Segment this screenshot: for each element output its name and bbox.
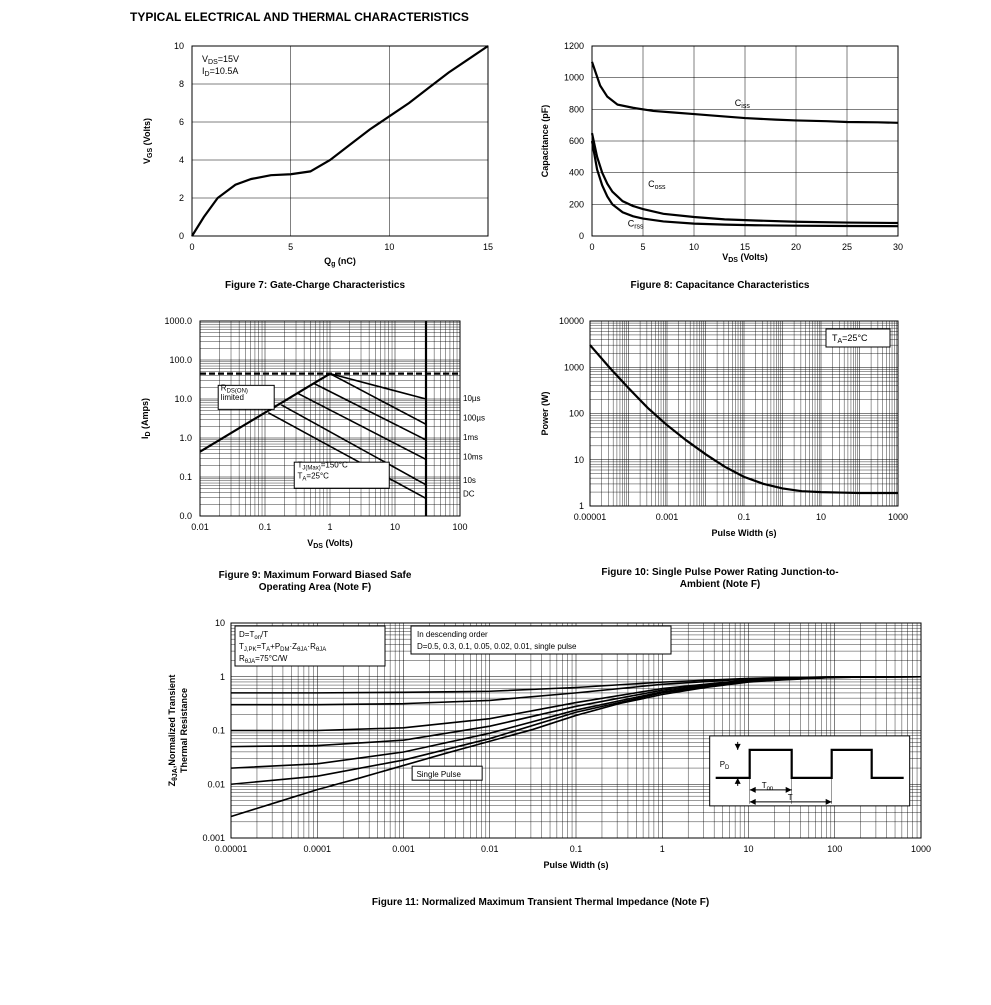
svg-text:2: 2 bbox=[179, 193, 184, 203]
svg-text:1200: 1200 bbox=[564, 41, 584, 51]
svg-text:1: 1 bbox=[219, 671, 224, 681]
svg-text:Pulse Width (s): Pulse Width (s) bbox=[543, 860, 608, 870]
svg-text:10: 10 bbox=[174, 41, 184, 51]
fig8-caption: Figure 8: Capacitance Characteristics bbox=[631, 280, 810, 293]
svg-text:1.0: 1.0 bbox=[179, 433, 192, 443]
svg-text:1: 1 bbox=[327, 522, 332, 532]
svg-text:VDS (Volts): VDS (Volts) bbox=[307, 538, 353, 550]
fig10-block: 0.000010.0010.1101000110100100010000TA=2… bbox=[530, 311, 910, 592]
svg-text:DC: DC bbox=[463, 489, 475, 498]
fig7-caption: Figure 7: Gate-Charge Characteristics bbox=[225, 280, 405, 293]
svg-text:1000.0: 1000.0 bbox=[164, 316, 192, 326]
svg-text:10000: 10000 bbox=[559, 316, 584, 326]
svg-text:10: 10 bbox=[574, 454, 584, 464]
svg-text:30: 30 bbox=[893, 242, 903, 252]
svg-text:1000: 1000 bbox=[888, 512, 908, 522]
svg-text:100µs: 100µs bbox=[463, 413, 485, 422]
section-title: TYPICAL ELECTRICAL AND THERMAL CHARACTER… bbox=[130, 10, 951, 24]
svg-text:VGS (Volts): VGS (Volts) bbox=[142, 118, 154, 164]
svg-text:1000: 1000 bbox=[564, 362, 584, 372]
fig9-caption: Figure 9: Maximum Forward Biased Safe Op… bbox=[219, 570, 412, 595]
svg-text:0.0001: 0.0001 bbox=[303, 844, 331, 854]
svg-text:0.001: 0.001 bbox=[392, 844, 415, 854]
svg-text:0: 0 bbox=[179, 231, 184, 241]
svg-text:5: 5 bbox=[288, 242, 293, 252]
svg-text:100: 100 bbox=[827, 844, 842, 854]
svg-text:10: 10 bbox=[390, 522, 400, 532]
svg-text:D=0.5, 0.3, 0.1, 0.05, 0.02, 0: D=0.5, 0.3, 0.1, 0.05, 0.02, 0.01, singl… bbox=[417, 642, 577, 651]
svg-text:10: 10 bbox=[743, 844, 753, 854]
svg-text:Pulse Width (s): Pulse Width (s) bbox=[712, 528, 777, 538]
svg-text:1: 1 bbox=[579, 501, 584, 511]
svg-text:Power (W): Power (W) bbox=[540, 391, 550, 435]
svg-text:10: 10 bbox=[816, 512, 826, 522]
svg-text:0.00001: 0.00001 bbox=[574, 512, 607, 522]
row-1: 0510150246810VDS=15VID=10.5AQg (nC)VGS (… bbox=[130, 36, 951, 293]
svg-text:200: 200 bbox=[569, 199, 584, 209]
svg-text:T: T bbox=[787, 792, 792, 801]
svg-text:8: 8 bbox=[179, 79, 184, 89]
svg-text:ZθJA,Normalized Transient: ZθJA,Normalized Transient bbox=[167, 674, 179, 786]
svg-text:10: 10 bbox=[384, 242, 394, 252]
fig9-block: 0.010.11101000.00.11.010.0100.01000.010µ… bbox=[130, 311, 500, 595]
svg-text:1ms: 1ms bbox=[463, 433, 478, 442]
row-2: 0.010.11101000.00.11.010.0100.01000.010µ… bbox=[130, 311, 951, 595]
svg-text:800: 800 bbox=[569, 104, 584, 114]
svg-text:0: 0 bbox=[189, 242, 194, 252]
svg-text:0.001: 0.001 bbox=[202, 833, 225, 843]
fig9-chart: 0.010.11101000.00.11.010.0100.01000.010µ… bbox=[130, 311, 500, 566]
svg-text:4: 4 bbox=[179, 155, 184, 165]
svg-text:0.1: 0.1 bbox=[569, 844, 582, 854]
svg-text:0.1: 0.1 bbox=[179, 472, 192, 482]
svg-text:Single Pulse: Single Pulse bbox=[416, 770, 461, 779]
svg-text:10ms: 10ms bbox=[463, 452, 483, 461]
svg-text:0.00001: 0.00001 bbox=[214, 844, 247, 854]
svg-text:1000: 1000 bbox=[564, 73, 584, 83]
svg-text:25: 25 bbox=[842, 242, 852, 252]
svg-text:limited: limited bbox=[221, 392, 244, 401]
svg-text:15: 15 bbox=[483, 242, 493, 252]
fig10-chart: 0.000010.0010.1101000110100100010000TA=2… bbox=[530, 311, 910, 551]
svg-text:10: 10 bbox=[689, 242, 699, 252]
svg-text:0: 0 bbox=[589, 242, 594, 252]
svg-text:15: 15 bbox=[740, 242, 750, 252]
fig11-block: 0.00001 0.0001 0.001 0.01 0.1 1 10 100 1000 0.001… bbox=[130, 613, 951, 910]
svg-text:10.0: 10.0 bbox=[174, 394, 192, 404]
fig7-block: 0510150246810VDS=15VID=10.5AQg (nC)VGS (… bbox=[130, 36, 500, 293]
svg-text:0: 0 bbox=[579, 231, 584, 241]
svg-text:6: 6 bbox=[179, 117, 184, 127]
svg-text:Qg (nC): Qg (nC) bbox=[324, 256, 356, 268]
svg-text:In descending order: In descending order bbox=[417, 630, 488, 639]
fig11-caption: Figure 11: Normalized Maximum Transient … bbox=[372, 897, 709, 910]
fig11-chart: 0.00001 0.0001 0.001 0.01 0.1 1 10 100 1000 0.001… bbox=[151, 613, 931, 893]
svg-text:100: 100 bbox=[452, 522, 467, 532]
svg-text:0.001: 0.001 bbox=[656, 512, 679, 522]
fig8-block: 051015202530020040060080010001200CissCos… bbox=[530, 36, 910, 293]
svg-text:0.01: 0.01 bbox=[207, 779, 225, 789]
svg-text:1: 1 bbox=[659, 844, 664, 854]
svg-text:10: 10 bbox=[214, 618, 224, 628]
fig7-chart: 0510150246810VDS=15VID=10.5AQg (nC)VGS (… bbox=[130, 36, 500, 276]
svg-text:10s: 10s bbox=[463, 475, 476, 484]
svg-text:1000: 1000 bbox=[910, 844, 930, 854]
svg-text:5: 5 bbox=[640, 242, 645, 252]
svg-text:Thermal Resistance: Thermal Resistance bbox=[179, 687, 189, 772]
svg-text:100: 100 bbox=[569, 408, 584, 418]
svg-text:0.1: 0.1 bbox=[738, 512, 751, 522]
svg-text:20: 20 bbox=[791, 242, 801, 252]
svg-text:Capacitance (pF): Capacitance (pF) bbox=[540, 105, 550, 178]
svg-text:VDS (Volts): VDS (Volts) bbox=[722, 252, 768, 264]
svg-text:0.1: 0.1 bbox=[212, 725, 225, 735]
svg-text:0.0: 0.0 bbox=[179, 511, 192, 521]
svg-text:100.0: 100.0 bbox=[169, 355, 192, 365]
svg-text:400: 400 bbox=[569, 168, 584, 178]
svg-text:0.01: 0.01 bbox=[191, 522, 209, 532]
svg-text:0.01: 0.01 bbox=[480, 844, 498, 854]
svg-text:10µs: 10µs bbox=[463, 394, 481, 403]
fig10-caption: Figure 10: Single Pulse Power Rating Jun… bbox=[601, 567, 838, 592]
svg-text:ID (Amps): ID (Amps) bbox=[140, 397, 152, 438]
svg-text:0.1: 0.1 bbox=[259, 522, 272, 532]
fig8-chart: 051015202530020040060080010001200CissCos… bbox=[530, 36, 910, 276]
svg-text:600: 600 bbox=[569, 136, 584, 146]
